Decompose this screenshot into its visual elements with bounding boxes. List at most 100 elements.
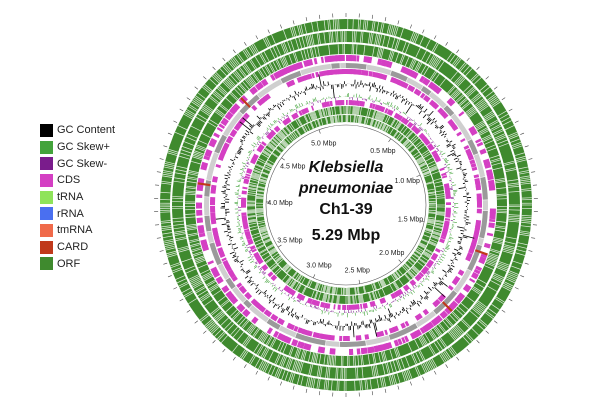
contig-segment xyxy=(239,94,260,115)
cds-feature xyxy=(463,144,470,150)
feature-gap xyxy=(440,337,448,347)
feature-gap xyxy=(278,145,284,151)
gc-skew-positive xyxy=(250,260,254,264)
feature-gap xyxy=(295,119,300,127)
gc-content-bar xyxy=(446,143,451,147)
feature-gap xyxy=(295,129,301,137)
feature-gap xyxy=(187,177,198,181)
legend-label: tmRNA xyxy=(57,224,93,237)
gc-content-bar xyxy=(458,247,463,250)
feature-gap xyxy=(428,211,436,213)
feature-gap xyxy=(355,295,357,304)
outer-tick xyxy=(267,29,270,34)
gc-skew-negative xyxy=(299,299,301,303)
feature-gap xyxy=(355,106,357,115)
gc-skew-negative xyxy=(435,149,440,153)
cds-feature xyxy=(251,316,259,325)
feature-gap xyxy=(504,162,515,166)
gc-content-bar xyxy=(449,140,453,143)
feature-gap xyxy=(216,314,226,323)
feature-gap xyxy=(471,308,481,316)
gc-content-bar xyxy=(386,91,388,95)
feature-gap xyxy=(303,125,308,132)
feature-gap xyxy=(374,111,378,119)
feature-gap xyxy=(314,111,318,119)
feature-gap xyxy=(380,280,384,287)
cds-feature xyxy=(445,202,451,205)
feature-gap xyxy=(286,267,293,274)
feature-gap xyxy=(456,324,465,334)
feature-gap xyxy=(425,39,431,49)
contig-segment xyxy=(331,63,340,69)
gc-content-bar xyxy=(256,123,261,128)
feature-gap xyxy=(174,172,186,176)
feature-gap xyxy=(328,286,331,294)
feature-gap xyxy=(426,223,434,226)
gc-content-bar xyxy=(301,314,304,318)
feature-gap xyxy=(477,278,487,284)
cds-feature xyxy=(283,285,290,292)
feature-gap xyxy=(371,365,374,377)
cds-feature xyxy=(348,304,355,310)
feature-gap xyxy=(395,347,400,358)
cds-feature xyxy=(288,288,294,295)
contig-segment xyxy=(257,79,283,99)
feature-gap xyxy=(332,287,335,295)
contig-segment xyxy=(340,63,346,69)
feature-gap xyxy=(393,374,397,385)
feature-gap xyxy=(281,141,287,148)
gc-content-bar xyxy=(318,74,322,87)
feature-gap xyxy=(462,318,471,328)
cds-feature xyxy=(313,57,318,65)
feature-gap xyxy=(230,92,239,100)
feature-gap xyxy=(452,327,461,337)
gc-skew-positive xyxy=(241,244,246,247)
cds-feature xyxy=(211,176,218,183)
gc-skew-positive xyxy=(397,299,399,302)
cds-feature xyxy=(431,319,438,326)
cds-feature xyxy=(213,132,220,139)
gc-content-bar xyxy=(305,86,308,91)
gc-skew-negative xyxy=(311,305,313,308)
gc-skew-positive xyxy=(269,123,273,127)
feature-gap xyxy=(376,111,380,120)
feature-gap xyxy=(166,250,177,255)
cds-feature xyxy=(276,317,282,324)
gc-content-bar xyxy=(319,318,322,324)
cds-feature xyxy=(445,212,451,218)
cds-feature xyxy=(445,196,451,199)
gc-skew-negative xyxy=(439,256,441,258)
contig-segment xyxy=(214,134,227,154)
cds-feature xyxy=(431,102,440,110)
gc-content-bar xyxy=(370,319,373,324)
feature-gap xyxy=(236,86,244,95)
cds-feature xyxy=(210,266,219,275)
feature-gap xyxy=(219,85,228,94)
gc-content-bar xyxy=(240,265,242,268)
feature-gap xyxy=(271,153,279,158)
feature-gap xyxy=(317,283,321,291)
feature-gap xyxy=(453,92,462,100)
feature-gap xyxy=(454,326,462,336)
gc-content-bar xyxy=(410,301,414,306)
feature-gap xyxy=(268,350,274,361)
feature-gap xyxy=(275,256,282,262)
feature-gap xyxy=(435,190,444,193)
cds-feature xyxy=(441,172,447,177)
feature-gap xyxy=(309,112,313,121)
feature-gap xyxy=(477,102,487,110)
feature-gap xyxy=(232,344,239,353)
gc-skew-positive xyxy=(294,104,298,109)
gc-skew-positive xyxy=(236,180,241,182)
gc-content-bar xyxy=(453,248,459,251)
feature-gap xyxy=(201,271,211,277)
feature-gap xyxy=(485,312,494,319)
feature-gap xyxy=(260,229,267,233)
gc-skew-positive xyxy=(402,111,405,114)
gc-content-bar xyxy=(232,163,235,165)
gc-skew-positive xyxy=(438,260,442,263)
feature-gap xyxy=(355,287,357,295)
outer-tick xyxy=(501,97,506,101)
feature-gap xyxy=(310,121,315,129)
feature-gap xyxy=(356,367,359,379)
